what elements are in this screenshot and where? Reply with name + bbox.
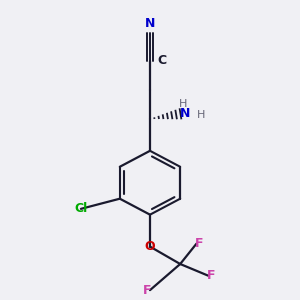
Text: N: N — [145, 17, 155, 30]
Text: C: C — [157, 54, 167, 67]
Text: H: H — [196, 110, 205, 119]
Text: O: O — [145, 240, 155, 253]
Text: Cl: Cl — [74, 202, 88, 215]
Text: N: N — [180, 106, 190, 120]
Text: F: F — [207, 269, 215, 282]
Text: H: H — [179, 99, 188, 109]
Text: F: F — [143, 284, 151, 297]
Text: F: F — [195, 237, 204, 250]
